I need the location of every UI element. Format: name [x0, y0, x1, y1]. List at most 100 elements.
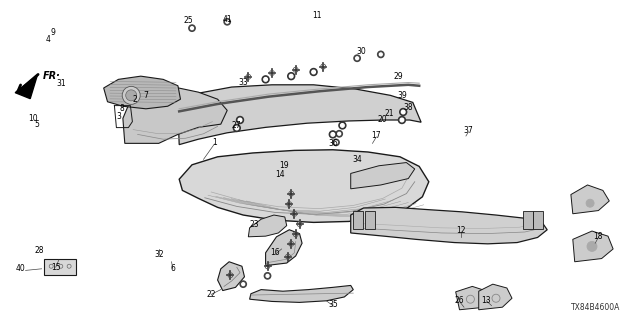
Polygon shape: [123, 87, 227, 143]
Circle shape: [288, 73, 294, 80]
Text: 41: 41: [222, 15, 232, 24]
Polygon shape: [15, 76, 37, 99]
Polygon shape: [479, 284, 512, 310]
Circle shape: [240, 281, 246, 287]
Text: 10: 10: [28, 114, 38, 123]
Text: 32: 32: [154, 250, 164, 259]
Polygon shape: [218, 262, 244, 291]
Polygon shape: [250, 285, 353, 302]
Circle shape: [264, 273, 271, 279]
Text: 16: 16: [270, 248, 280, 257]
Polygon shape: [571, 185, 609, 214]
Text: 11: 11: [312, 11, 321, 20]
Text: 6: 6: [170, 264, 175, 273]
Circle shape: [189, 25, 195, 31]
Text: 7: 7: [143, 91, 148, 100]
Circle shape: [238, 118, 242, 122]
Polygon shape: [178, 85, 421, 145]
Circle shape: [242, 283, 244, 286]
Circle shape: [237, 116, 243, 124]
Text: 35: 35: [328, 300, 338, 309]
Text: 3: 3: [116, 112, 121, 121]
Text: TX84B4600A: TX84B4600A: [570, 303, 620, 312]
Circle shape: [335, 141, 337, 144]
Circle shape: [401, 110, 405, 114]
Polygon shape: [266, 230, 302, 266]
Polygon shape: [351, 163, 415, 189]
Circle shape: [587, 241, 597, 252]
Polygon shape: [351, 207, 547, 244]
Text: 8: 8: [119, 104, 124, 113]
Circle shape: [400, 118, 404, 122]
Circle shape: [264, 77, 268, 81]
Circle shape: [235, 126, 239, 130]
Text: 28: 28: [35, 246, 44, 255]
Circle shape: [586, 199, 594, 207]
Text: 25: 25: [184, 16, 194, 25]
Text: 39: 39: [397, 91, 407, 100]
Bar: [353, 211, 364, 229]
Text: 9: 9: [50, 28, 55, 37]
Circle shape: [399, 116, 405, 124]
Text: 21: 21: [385, 109, 394, 118]
Circle shape: [330, 131, 336, 138]
Circle shape: [312, 70, 316, 74]
Text: 34: 34: [352, 155, 362, 164]
Circle shape: [380, 53, 382, 56]
Circle shape: [191, 27, 193, 29]
Circle shape: [378, 51, 384, 58]
Text: 36: 36: [328, 139, 338, 148]
Text: 4: 4: [45, 36, 51, 44]
Text: 40: 40: [15, 264, 26, 273]
Circle shape: [338, 132, 340, 135]
Circle shape: [226, 20, 228, 23]
Text: FR·: FR·: [44, 71, 61, 81]
Text: 1: 1: [212, 138, 217, 147]
Bar: [523, 211, 533, 229]
Text: 31: 31: [56, 79, 66, 88]
Polygon shape: [179, 150, 429, 222]
Text: 26: 26: [454, 296, 465, 305]
Text: 17: 17: [371, 132, 381, 140]
Text: 29: 29: [394, 72, 404, 81]
Circle shape: [125, 90, 137, 101]
Text: 38: 38: [403, 103, 413, 112]
Text: 2: 2: [132, 95, 137, 104]
Bar: [532, 211, 543, 229]
Circle shape: [224, 19, 230, 25]
Circle shape: [340, 124, 344, 127]
Circle shape: [354, 55, 360, 61]
Circle shape: [356, 57, 358, 60]
Polygon shape: [44, 259, 76, 275]
Text: 18: 18: [594, 232, 603, 241]
Text: 13: 13: [481, 296, 492, 305]
Circle shape: [289, 74, 293, 78]
Circle shape: [336, 131, 342, 137]
Circle shape: [400, 108, 406, 116]
Circle shape: [122, 86, 140, 104]
Text: 27: 27: [232, 121, 242, 130]
Circle shape: [333, 139, 339, 146]
Bar: [365, 211, 375, 229]
Text: 33: 33: [238, 78, 248, 87]
Text: 15: 15: [51, 263, 61, 272]
Polygon shape: [456, 286, 488, 310]
Text: 12: 12: [456, 226, 465, 235]
Text: 30: 30: [356, 47, 367, 56]
Polygon shape: [248, 215, 287, 237]
Circle shape: [262, 76, 269, 83]
Circle shape: [234, 124, 240, 132]
Circle shape: [266, 274, 269, 277]
Polygon shape: [573, 231, 613, 262]
Circle shape: [339, 122, 346, 129]
Text: 22: 22: [207, 290, 216, 299]
Text: 20: 20: [378, 116, 388, 124]
Text: 14: 14: [275, 170, 285, 179]
Text: 37: 37: [463, 126, 474, 135]
Text: 19: 19: [278, 161, 289, 170]
Circle shape: [310, 68, 317, 76]
Circle shape: [331, 132, 335, 136]
Polygon shape: [104, 76, 180, 109]
Text: 23: 23: [250, 220, 260, 229]
Text: 5: 5: [35, 120, 40, 129]
